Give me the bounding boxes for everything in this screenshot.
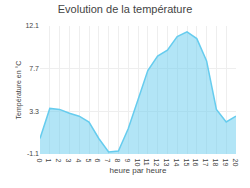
svg-text:3: 3	[65, 159, 72, 163]
svg-text:13: 13	[163, 159, 170, 167]
svg-text:7: 7	[104, 159, 111, 163]
svg-text:14: 14	[173, 159, 180, 167]
svg-text:12: 12	[153, 159, 160, 167]
svg-text:11: 11	[143, 159, 150, 166]
svg-text:16: 16	[192, 159, 199, 167]
svg-text:-1.1: -1.1	[27, 150, 39, 157]
svg-text:Température en °C: Température en °C	[15, 61, 23, 120]
svg-text:18: 18	[212, 159, 219, 167]
svg-text:Evolution de la température: Evolution de la température	[58, 3, 193, 15]
svg-text:3.3: 3.3	[29, 108, 39, 115]
svg-text:5: 5	[85, 159, 92, 163]
svg-text:heure par heure: heure par heure	[110, 166, 167, 175]
svg-text:7.7: 7.7	[29, 65, 39, 72]
svg-text:9: 9	[124, 159, 131, 163]
svg-text:0: 0	[36, 159, 43, 163]
svg-text:8: 8	[114, 159, 121, 163]
svg-text:20: 20	[232, 159, 239, 167]
svg-text:2: 2	[55, 159, 62, 163]
svg-text:1: 1	[45, 159, 52, 163]
svg-text:4: 4	[75, 159, 82, 163]
svg-text:10: 10	[134, 159, 141, 167]
svg-text:6: 6	[94, 159, 101, 163]
svg-text:17: 17	[202, 159, 209, 167]
svg-text:15: 15	[183, 159, 190, 167]
svg-text:19: 19	[222, 159, 229, 167]
svg-text:12.1: 12.1	[25, 22, 39, 29]
